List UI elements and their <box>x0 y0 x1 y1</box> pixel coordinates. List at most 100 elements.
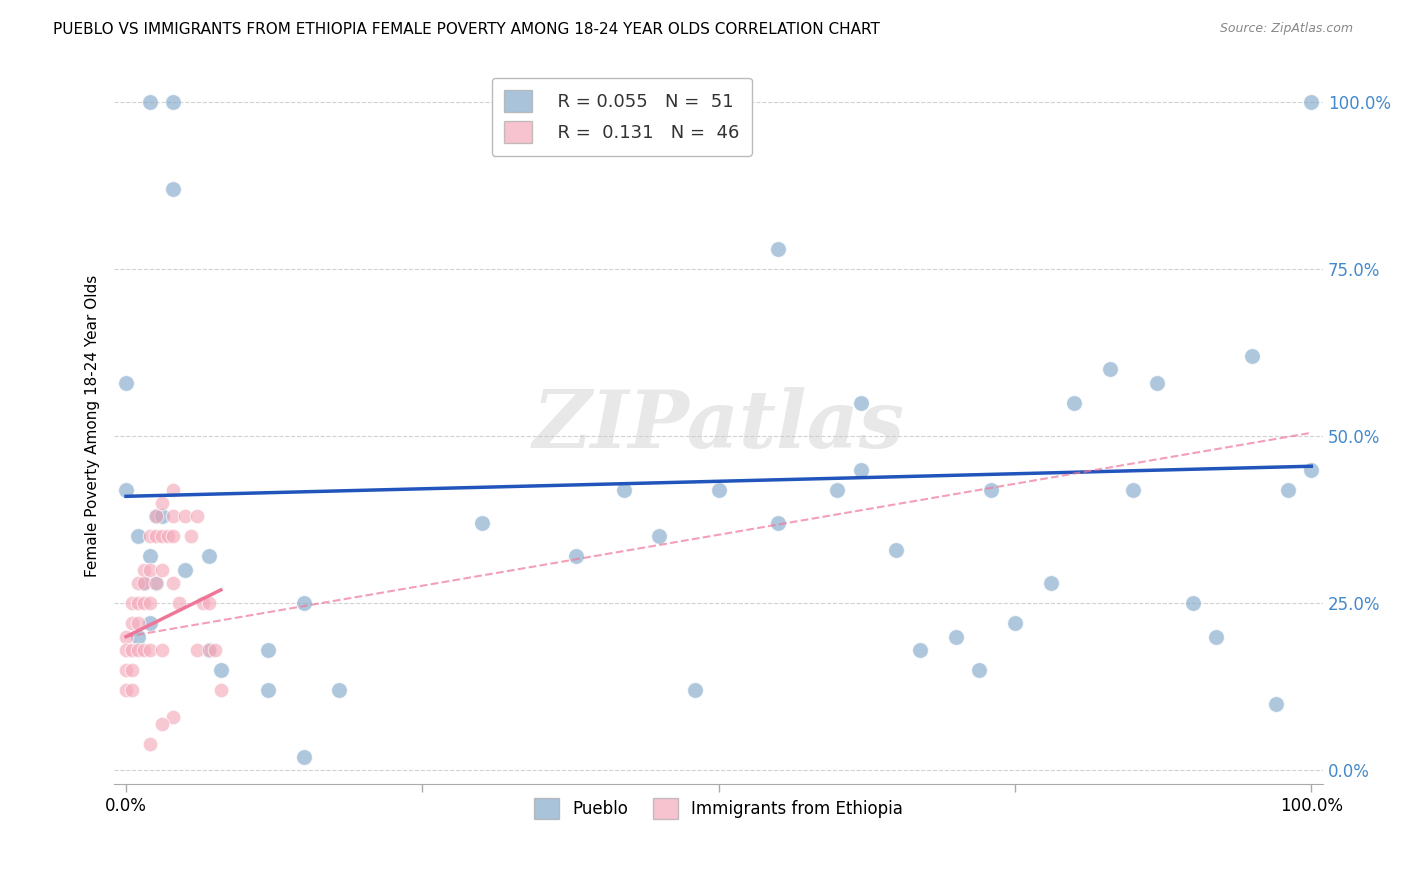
Point <box>145 509 167 524</box>
Point <box>471 516 494 530</box>
Point <box>132 576 155 591</box>
Point <box>150 643 173 657</box>
Point <box>1301 95 1323 109</box>
Point <box>150 529 173 543</box>
Point <box>162 509 184 524</box>
Point <box>648 529 671 543</box>
Point <box>162 529 184 543</box>
Text: ZIPatlas: ZIPatlas <box>533 387 904 465</box>
Point <box>825 483 848 497</box>
Point <box>683 683 706 698</box>
Point <box>945 630 967 644</box>
Point <box>191 596 214 610</box>
Point <box>908 643 931 657</box>
Text: PUEBLO VS IMMIGRANTS FROM ETHIOPIA FEMALE POVERTY AMONG 18-24 YEAR OLDS CORRELAT: PUEBLO VS IMMIGRANTS FROM ETHIOPIA FEMAL… <box>53 22 880 37</box>
Point <box>145 576 167 591</box>
Point <box>766 516 789 530</box>
Point <box>766 242 789 256</box>
Point <box>150 496 173 510</box>
Point <box>209 683 232 698</box>
Legend: Pueblo, Immigrants from Ethiopia: Pueblo, Immigrants from Ethiopia <box>527 792 910 825</box>
Point <box>127 576 149 591</box>
Point <box>198 643 221 657</box>
Point <box>198 596 221 610</box>
Point <box>1039 576 1062 591</box>
Point <box>150 716 173 731</box>
Point <box>198 643 221 657</box>
Point <box>145 529 167 543</box>
Point <box>132 563 155 577</box>
Point <box>115 630 138 644</box>
Point <box>162 576 184 591</box>
Point <box>1004 616 1026 631</box>
Point <box>127 630 149 644</box>
Point <box>849 462 872 476</box>
Point <box>980 483 1002 497</box>
Point <box>162 95 184 109</box>
Point <box>328 683 350 698</box>
Point <box>139 596 162 610</box>
Point <box>115 643 138 657</box>
Point <box>292 750 315 764</box>
Point <box>162 483 184 497</box>
Point <box>292 596 315 610</box>
Point <box>139 616 162 631</box>
Point <box>121 643 143 657</box>
Point <box>186 643 208 657</box>
Point <box>849 395 872 409</box>
Point <box>127 596 149 610</box>
Point <box>115 483 138 497</box>
Point <box>613 483 636 497</box>
Point <box>1240 349 1263 363</box>
Point <box>707 483 730 497</box>
Point <box>1063 395 1085 409</box>
Point <box>145 576 167 591</box>
Point <box>209 663 232 677</box>
Point <box>115 663 138 677</box>
Point <box>886 542 908 557</box>
Point <box>1146 376 1168 390</box>
Point <box>257 643 280 657</box>
Point <box>139 737 162 751</box>
Point <box>139 529 162 543</box>
Point <box>127 643 149 657</box>
Point <box>1205 630 1227 644</box>
Point <box>180 529 202 543</box>
Point <box>150 563 173 577</box>
Point <box>186 509 208 524</box>
Point <box>121 663 143 677</box>
Point <box>127 529 149 543</box>
Point <box>1301 462 1323 476</box>
Point <box>150 509 173 524</box>
Point <box>115 683 138 698</box>
Point <box>565 549 588 564</box>
Point <box>174 563 197 577</box>
Point <box>162 182 184 196</box>
Y-axis label: Female Poverty Among 18-24 Year Olds: Female Poverty Among 18-24 Year Olds <box>86 275 100 577</box>
Point <box>1098 362 1121 376</box>
Point <box>156 529 179 543</box>
Point <box>1181 596 1204 610</box>
Point <box>121 616 143 631</box>
Point <box>169 596 191 610</box>
Point <box>174 509 197 524</box>
Point <box>162 710 184 724</box>
Point <box>198 549 221 564</box>
Point <box>139 563 162 577</box>
Point <box>139 643 162 657</box>
Point <box>127 616 149 631</box>
Point <box>1122 483 1144 497</box>
Point <box>132 643 155 657</box>
Point <box>1264 697 1286 711</box>
Point <box>969 663 991 677</box>
Point <box>1277 483 1299 497</box>
Point <box>132 576 155 591</box>
Point <box>257 683 280 698</box>
Point <box>139 549 162 564</box>
Point <box>204 643 226 657</box>
Point <box>132 596 155 610</box>
Point <box>115 376 138 390</box>
Point <box>145 509 167 524</box>
Point <box>121 596 143 610</box>
Point <box>121 683 143 698</box>
